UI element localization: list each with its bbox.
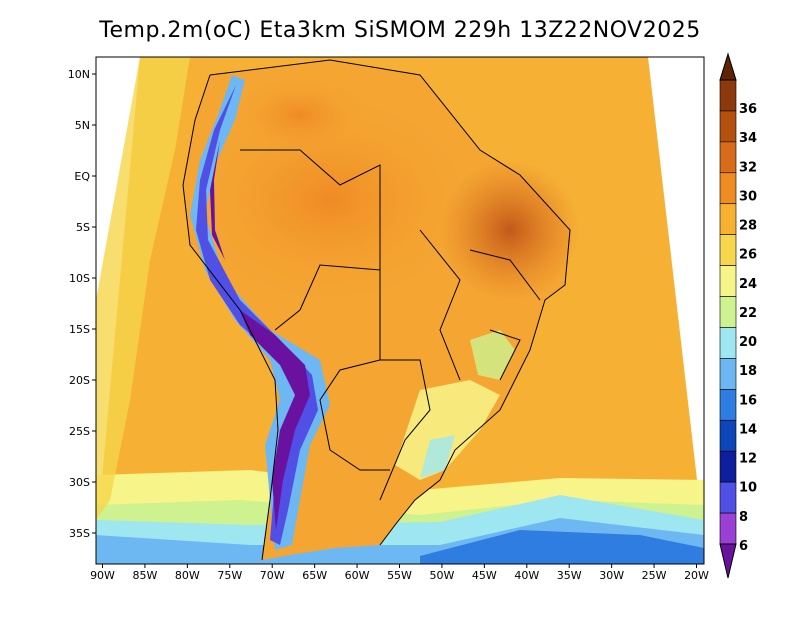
- colorbar-label: 6: [739, 539, 748, 554]
- colorbar-band: [719, 327, 737, 359]
- lat-tick-label: 10N: [68, 68, 90, 81]
- lon-tick-label: 60W: [345, 569, 370, 582]
- lat-tick-label: 10S: [69, 272, 90, 285]
- colorbar: 36 34 32 30 28 26 24 22 20 18 16 14 12 10 8 6: [719, 52, 757, 579]
- lat-tick-label: 20S: [69, 374, 90, 387]
- colorbar-label: 20: [739, 335, 757, 350]
- colorbar-band: [719, 203, 737, 235]
- lon-tick-label: 25W: [642, 569, 667, 582]
- lon-tick-label: 80W: [175, 569, 200, 582]
- colorbar-band: [719, 110, 737, 143]
- colorbar-label: 14: [739, 422, 757, 437]
- colorbar-label: 30: [739, 189, 757, 204]
- colorbar-band: [719, 512, 737, 545]
- colorbar-label: 8: [739, 510, 748, 525]
- colorbar-label: 12: [739, 452, 757, 467]
- lat-axis: 10N 5N EQ 5S 10S 15S 20S 25S 30S 35S: [68, 68, 96, 540]
- lat-tick-label: 5S: [76, 221, 90, 234]
- lat-tick-label: EQ: [74, 170, 90, 183]
- colorbar-label: 22: [739, 306, 757, 321]
- colorbar-label: 34: [739, 131, 757, 146]
- colorbar-band: [719, 389, 737, 421]
- lon-tick-label: 85W: [132, 569, 157, 582]
- lon-tick-label: 65W: [302, 569, 327, 582]
- lon-tick-label: 90W: [90, 569, 115, 582]
- colorbar-band: [719, 296, 737, 328]
- colorbar-band: [719, 481, 737, 514]
- colorbar-band: [719, 79, 737, 112]
- colorbar-label: 28: [739, 219, 757, 234]
- map-title: Temp.2m(oC) Eta3km SiSMOM 229h 13Z22NOV2…: [99, 18, 701, 43]
- lon-tick-label: 20W: [684, 569, 709, 582]
- lon-tick-label: 70W: [260, 569, 285, 582]
- colorbar-band: [719, 419, 737, 452]
- lat-tick-label: 5N: [75, 119, 90, 132]
- colorbar-band: [719, 450, 737, 483]
- lon-tick-label: 50W: [429, 569, 454, 582]
- colorbar-band: [719, 234, 737, 266]
- lon-axis: 90W 85W 80W 75W 70W 65W 60W 55W 50W 45W 40W 35W 30W 2…: [90, 564, 709, 582]
- lon-tick-label: 40W: [514, 569, 539, 582]
- lat-tick-label: 30S: [69, 476, 90, 489]
- lon-tick-label: 55W: [387, 569, 412, 582]
- lon-tick-label: 35W: [557, 569, 582, 582]
- lat-tick-label: 25S: [69, 425, 90, 438]
- colorbar-label: 32: [739, 160, 757, 175]
- lon-tick-label: 45W: [472, 569, 497, 582]
- temperature-field: [96, 57, 704, 564]
- colorbar-min-arrow: [719, 543, 737, 579]
- country-borders: [182, 59, 571, 561]
- colorbar-label: 26: [739, 248, 757, 263]
- colorbar-band: [719, 265, 737, 297]
- colorbar-band: [719, 358, 737, 390]
- colorbar-label: 10: [739, 481, 757, 496]
- colorbar-label: 24: [739, 277, 757, 292]
- lat-tick-label: 15S: [69, 323, 90, 336]
- colorbar-label: 36: [739, 102, 757, 117]
- lon-tick-label: 30W: [599, 569, 624, 582]
- lon-tick-label: 75W: [217, 569, 242, 582]
- lat-tick-label: 35S: [69, 527, 90, 540]
- colorbar-band: [719, 141, 737, 174]
- colorbar-max-arrow: [719, 52, 737, 81]
- colorbar-band: [719, 172, 737, 205]
- colorbar-label: 18: [739, 364, 757, 379]
- colorbar-label: 16: [739, 393, 757, 408]
